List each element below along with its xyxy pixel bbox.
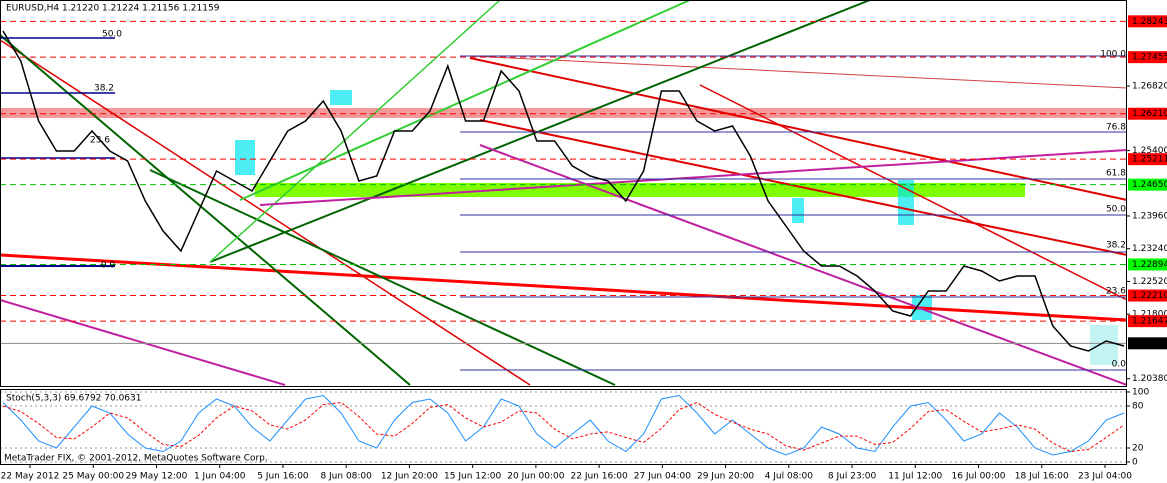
level-label: 1.22210: [1132, 291, 1167, 301]
fib-label: 50.0: [1106, 205, 1126, 215]
resistance-band: [0, 108, 1127, 118]
level-label: 1.26210: [1132, 109, 1167, 119]
fib-label: 76.8: [1106, 123, 1126, 133]
level-label: 1.22894: [1132, 260, 1167, 270]
x-tick-label: 27 Jun 04:00: [634, 472, 691, 482]
fib-label: 0.0: [101, 261, 116, 271]
level-label: 1.21159: [1132, 339, 1167, 349]
y-tick-label: 80: [1132, 402, 1144, 412]
highlight-box: [330, 90, 352, 105]
level-box: [1128, 178, 1167, 191]
level-box: [1128, 258, 1167, 271]
y-tick-label: 1.23960: [1132, 212, 1167, 222]
level-box: [1128, 51, 1167, 64]
copyright: MetaTrader FIX, © 2001-2012, MetaQuotes …: [4, 454, 268, 464]
x-tick-label: 29 May 12:00: [126, 472, 188, 482]
level-box: [1128, 337, 1167, 350]
y-tick-label: 1.21800: [1132, 310, 1167, 320]
trend-line: [469, 55, 1128, 89]
stoch-frame: [0, 389, 1127, 465]
y-tick-label: 20: [1132, 444, 1144, 454]
level-box: [1128, 153, 1167, 166]
x-tick-label: 12 Jun 20:00: [381, 472, 438, 482]
level-label: 1.27455: [1132, 53, 1167, 63]
x-tick-label: 22 Jun 16:00: [571, 472, 628, 482]
fib-label: 100.0: [1100, 50, 1126, 60]
x-tick-label: 18 Jul 16:00: [1015, 472, 1069, 482]
x-tick-label: 8 Jul 23:00: [828, 472, 877, 482]
y-tick-label: 1.22520: [1132, 277, 1167, 287]
series-line: [2, 401, 1125, 453]
fib-label: 50.0: [102, 30, 122, 40]
highlight-box: [1090, 325, 1118, 365]
x-tick-label: 20 Jun 00:00: [507, 472, 564, 482]
level-box: [1128, 107, 1167, 120]
x-tick-label: 5 Jun 16:00: [257, 472, 309, 482]
x-tick-label: 23 Jul 04:00: [1078, 472, 1132, 482]
fib-label: 23.6: [1106, 287, 1126, 297]
level-label: 1.28243: [1132, 17, 1167, 27]
chart-elements: 1.26820 1.25400 1.23960 1.23240 1.22520 1.218…: [0, 15, 1167, 482]
series-line: [2, 30, 1125, 352]
trend-line: [0, 253, 1128, 322]
fib-label: 38.2: [94, 84, 114, 94]
x-tick-label: 15 Jun 12:00: [444, 472, 501, 482]
channel-line: [0, 299, 286, 386]
channel-line: [209, 0, 871, 263]
x-tick-label: 1 Jun 04:00: [194, 472, 246, 482]
level-box: [1128, 315, 1167, 328]
channel-line: [149, 169, 616, 386]
y-tick-label: 0: [1132, 458, 1138, 468]
level-box: [1128, 289, 1167, 302]
level-label: 1.25211: [1132, 155, 1167, 165]
fib-label: 23.6: [90, 136, 110, 146]
main-frame: [0, 0, 1127, 387]
x-tick-label: 22 May 2012: [1, 472, 60, 482]
y-tick-label: 1.20380: [1132, 374, 1167, 384]
y-tick-label: 1.25400: [1132, 146, 1167, 156]
fib-label: 0.0: [1112, 360, 1127, 370]
y-tick-label: 1.26820: [1132, 82, 1167, 92]
trend-line: [469, 57, 1128, 201]
x-tick-label: 29 Jun 20:00: [697, 472, 754, 482]
x-tick-label: 16 Jul 00:00: [952, 472, 1006, 482]
fib-label: 38.2: [1106, 241, 1126, 251]
fib-label: 61.8: [1106, 169, 1126, 179]
channel-line: [209, 0, 501, 263]
y-tick-label: 100: [1132, 388, 1149, 398]
chart-title: EURUSD,H4 1.21220 1.21224 1.21156 1.2115…: [6, 4, 220, 14]
x-tick-label: 25 May 00:00: [62, 472, 124, 482]
level-box: [1128, 15, 1167, 28]
x-tick-label: 11 Jul 12:00: [888, 472, 942, 482]
highlight-box: [235, 140, 255, 175]
x-tick-label: 8 Jun 08:00: [320, 472, 372, 482]
indicator-title: Stoch(5,3,3) 69.6792 70.0631: [6, 394, 141, 404]
level-label: 1.21647: [1132, 317, 1167, 327]
series-line: [2, 394, 1125, 456]
highlight-box: [792, 198, 804, 223]
drawings: [0, 0, 1128, 386]
level-label: 1.24650: [1132, 180, 1167, 190]
highlight-box: [898, 180, 914, 225]
x-tick-label: 4 Jul 08:00: [765, 472, 814, 482]
trend-line: [479, 119, 1128, 256]
y-tick-label: 1.23240: [1132, 244, 1167, 254]
